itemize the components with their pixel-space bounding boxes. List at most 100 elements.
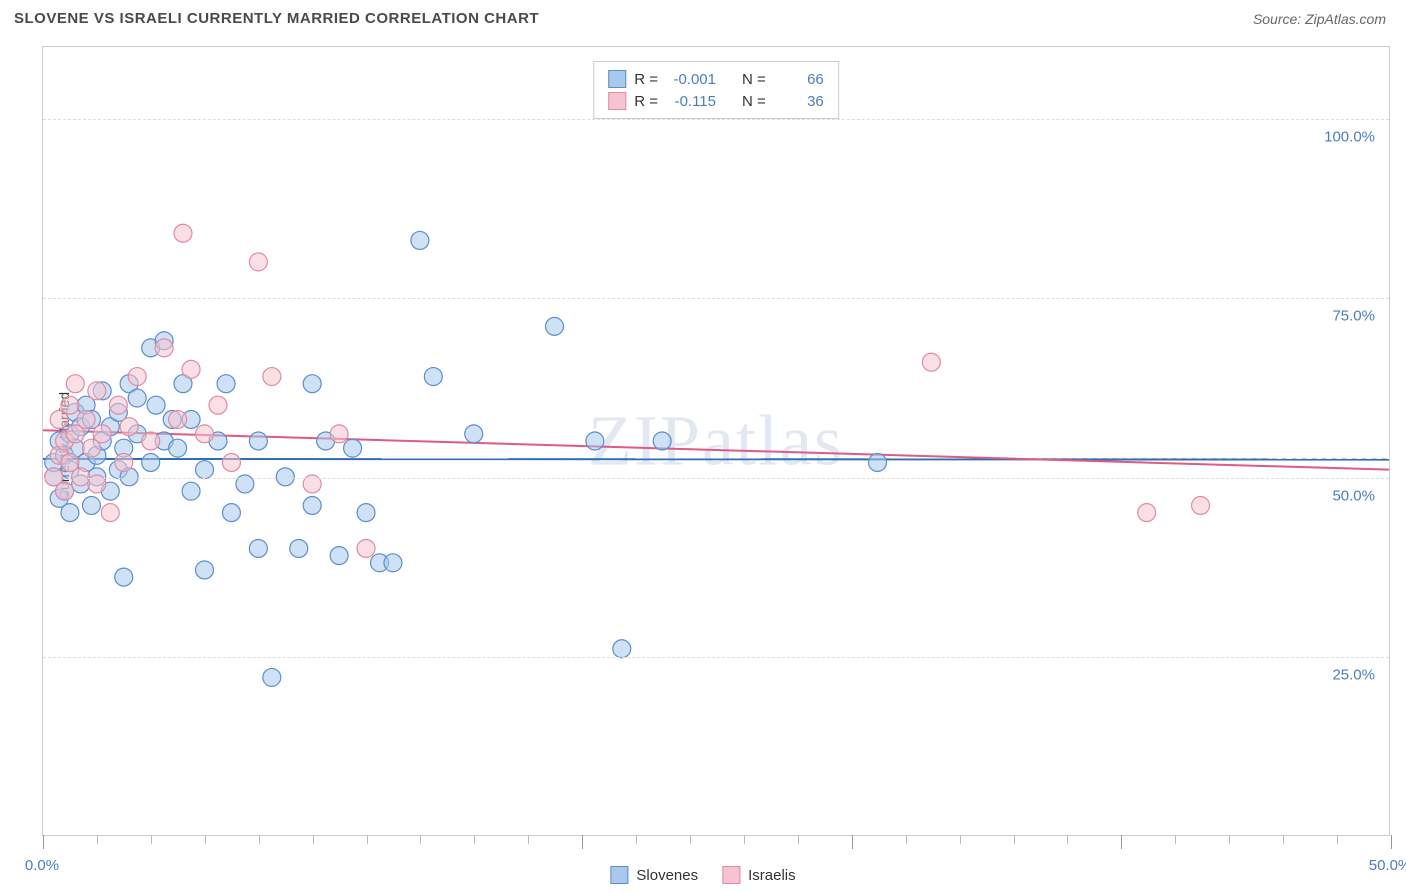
swatch-israelis <box>608 92 626 110</box>
data-point-slovenes <box>303 375 321 393</box>
data-point-slovenes <box>222 504 240 522</box>
trendline-israelis <box>43 430 1389 469</box>
xtick-minor <box>906 835 907 844</box>
data-point-slovenes <box>128 389 146 407</box>
legend-swatch-israelis <box>722 866 740 884</box>
xtick-major <box>1391 835 1392 849</box>
x-axis-label-left: 0.0% <box>25 857 59 874</box>
legend-label-slovenes: Slovenes <box>636 867 698 884</box>
data-point-slovenes <box>217 375 235 393</box>
data-point-israelis <box>77 411 95 429</box>
xtick-major <box>1121 835 1122 849</box>
data-point-slovenes <box>182 482 200 500</box>
xtick-minor <box>1014 835 1015 844</box>
data-point-israelis <box>109 396 127 414</box>
data-point-slovenes <box>249 539 267 557</box>
data-point-israelis <box>182 360 200 378</box>
r-value-slovenes: -0.001 <box>666 71 716 88</box>
source-attribution: Source: ZipAtlas.com <box>1253 11 1386 27</box>
swatch-slovenes <box>608 70 626 88</box>
plot-area: ZIPatlas <box>43 47 1389 835</box>
x-axis-label-right: 50.0% <box>1369 857 1406 874</box>
data-point-slovenes <box>586 432 604 450</box>
legend-swatch-slovenes <box>610 866 628 884</box>
data-point-israelis <box>357 539 375 557</box>
ytick-label: 50.0% <box>1332 487 1375 504</box>
legend-label-israelis: Israelis <box>748 867 796 884</box>
n-value-israelis: 36 <box>774 93 824 110</box>
stat-row-slovenes: R = -0.001 N = 66 <box>608 68 824 90</box>
ytick-label: 75.0% <box>1332 308 1375 325</box>
r-label: R = <box>634 71 658 88</box>
scatter-svg <box>43 47 1389 835</box>
data-point-israelis <box>169 411 187 429</box>
n-label: N = <box>742 71 766 88</box>
data-point-slovenes <box>303 496 321 514</box>
data-point-israelis <box>56 482 74 500</box>
data-point-slovenes <box>411 231 429 249</box>
gridline <box>43 478 1389 479</box>
data-point-israelis <box>222 454 240 472</box>
xtick-minor <box>798 835 799 844</box>
data-point-slovenes <box>249 432 267 450</box>
data-point-israelis <box>1192 496 1210 514</box>
data-point-israelis <box>93 425 111 443</box>
n-label: N = <box>742 93 766 110</box>
bottom-legend: Slovenes Israelis <box>610 866 795 884</box>
xtick-minor <box>690 835 691 844</box>
xtick-minor <box>97 835 98 844</box>
data-point-israelis <box>72 468 90 486</box>
xtick-minor <box>636 835 637 844</box>
data-point-slovenes <box>424 368 442 386</box>
data-point-israelis <box>115 454 133 472</box>
data-point-slovenes <box>384 554 402 572</box>
data-point-slovenes <box>263 668 281 686</box>
trendline-slovenes <box>43 459 1389 460</box>
data-point-israelis <box>142 432 160 450</box>
data-point-israelis <box>1138 504 1156 522</box>
data-point-israelis <box>922 353 940 371</box>
xtick-minor <box>1067 835 1068 844</box>
data-point-slovenes <box>115 568 133 586</box>
data-point-israelis <box>88 382 106 400</box>
data-point-slovenes <box>290 539 308 557</box>
data-point-slovenes <box>545 317 563 335</box>
xtick-major <box>43 835 44 849</box>
xtick-minor <box>1337 835 1338 844</box>
data-point-israelis <box>66 375 84 393</box>
data-point-slovenes <box>613 640 631 658</box>
header: SLOVENE VS ISRAELI CURRENTLY MARRIED COR… <box>0 0 1406 35</box>
data-point-slovenes <box>61 504 79 522</box>
xtick-minor <box>474 835 475 844</box>
xtick-minor <box>1283 835 1284 844</box>
stat-row-israelis: R = -0.115 N = 36 <box>608 90 824 112</box>
legend-item-slovenes: Slovenes <box>610 866 698 884</box>
xtick-minor <box>151 835 152 844</box>
correlation-stats-box: R = -0.001 N = 66 R = -0.115 N = 36 <box>593 61 839 119</box>
ytick-label: 25.0% <box>1332 667 1375 684</box>
xtick-major <box>852 835 853 849</box>
data-point-slovenes <box>344 439 362 457</box>
data-point-slovenes <box>653 432 671 450</box>
data-point-israelis <box>330 425 348 443</box>
r-value-israelis: -0.115 <box>666 93 716 110</box>
n-value-slovenes: 66 <box>774 71 824 88</box>
chart-container: ZIPatlas R = -0.001 N = 66 R = -0.115 N … <box>42 46 1390 836</box>
xtick-minor <box>1229 835 1230 844</box>
data-point-slovenes <box>196 461 214 479</box>
data-point-israelis <box>101 504 119 522</box>
data-point-israelis <box>155 339 173 357</box>
xtick-major <box>582 835 583 849</box>
data-point-slovenes <box>869 454 887 472</box>
gridline <box>43 298 1389 299</box>
xtick-minor <box>205 835 206 844</box>
data-point-israelis <box>196 425 214 443</box>
xtick-minor <box>313 835 314 844</box>
xtick-minor <box>367 835 368 844</box>
xtick-minor <box>528 835 529 844</box>
xtick-minor <box>1175 835 1176 844</box>
ytick-label: 100.0% <box>1324 128 1375 145</box>
data-point-slovenes <box>82 496 100 514</box>
data-point-israelis <box>263 368 281 386</box>
data-point-slovenes <box>147 396 165 414</box>
